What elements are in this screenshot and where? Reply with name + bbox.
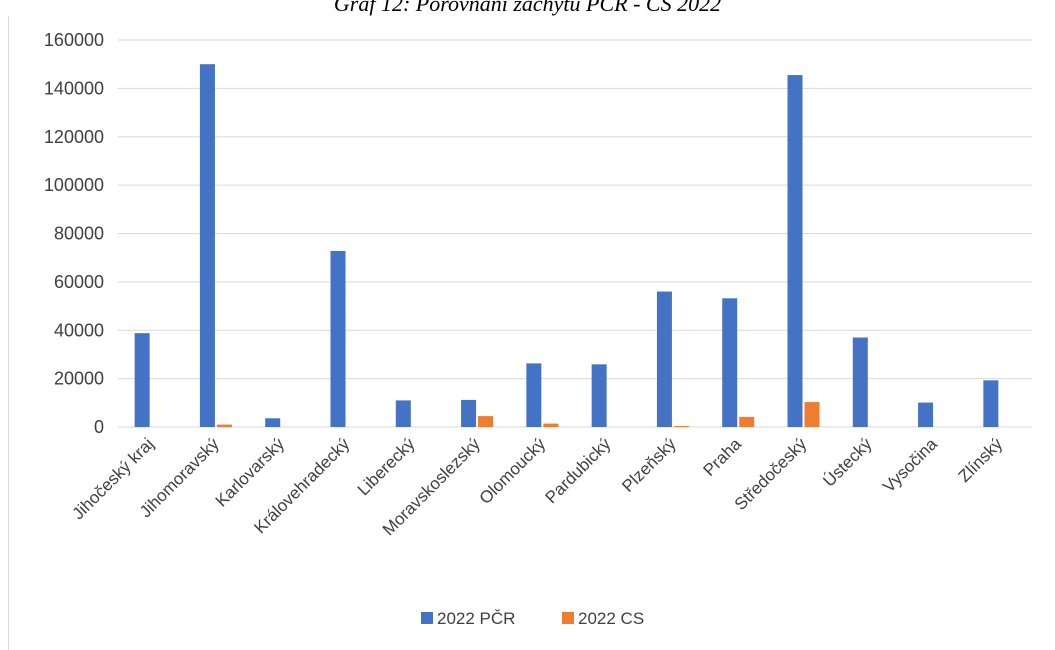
y-tick-label: 100000 <box>44 175 104 195</box>
bar-pcr <box>656 291 672 427</box>
bar-pcr <box>983 380 999 427</box>
bar-pcr <box>395 400 411 427</box>
bar-pcr <box>199 64 215 427</box>
x-category-label: Pardubický <box>542 434 615 507</box>
x-category-label: Ústecký <box>819 434 876 491</box>
y-tick-label: 80000 <box>54 224 104 244</box>
bar-pcr <box>265 418 281 427</box>
x-category-label: Olomoucký <box>476 434 550 508</box>
y-tick-label: 120000 <box>44 127 104 147</box>
bar-pcr <box>722 298 738 427</box>
y-tick-label: 20000 <box>54 369 104 389</box>
legend-label-cs: 2022 CS <box>578 609 644 628</box>
bar-pcr <box>526 363 542 427</box>
bar-cs <box>543 423 559 427</box>
y-tick-label: 160000 <box>44 30 104 50</box>
y-axis-ticks: 0 20000 40000 60000 80000 100000 120000 140000 1… <box>44 30 104 437</box>
x-category-label: Zlínský <box>955 434 1007 486</box>
bar-pcr <box>461 399 477 427</box>
x-category-label: Praha <box>700 434 746 480</box>
bar-pcr <box>918 402 934 427</box>
y-tick-label: 0 <box>94 417 104 437</box>
chart-title: Graf 12: Porovnání zachytu PČR - CS 2022 <box>333 0 722 16</box>
bar-pcr <box>591 364 607 427</box>
y-tick-label: 140000 <box>44 78 104 98</box>
legend-swatch-cs <box>562 612 574 624</box>
bar-cs <box>804 402 820 427</box>
bar-pcr <box>852 337 868 427</box>
legend: 2022 PČR 2022 CS <box>421 609 644 628</box>
bar-pcr <box>330 250 346 427</box>
gridlines <box>118 39 1032 428</box>
legend-label-pcr: 2022 PČR <box>437 609 515 628</box>
legend-swatch-pcr <box>421 612 433 624</box>
x-category-label: Liberecký <box>354 434 419 499</box>
bar-cs <box>478 416 494 427</box>
x-axis-categories: Jihočeský krajJihomoravskýKarlovarskýKrá… <box>69 434 1007 539</box>
bar-cs <box>673 426 689 427</box>
x-category-label: Plzeňský <box>618 434 680 496</box>
x-category-label: Vysočina <box>879 434 941 496</box>
y-tick-label: 40000 <box>54 320 104 340</box>
bars <box>134 64 999 428</box>
bar-pcr <box>787 75 803 428</box>
bar-cs <box>216 424 232 427</box>
y-tick-label: 60000 <box>54 272 104 292</box>
chart-area <box>8 16 1055 650</box>
bar-cs <box>739 416 755 427</box>
bar-pcr <box>134 333 150 427</box>
